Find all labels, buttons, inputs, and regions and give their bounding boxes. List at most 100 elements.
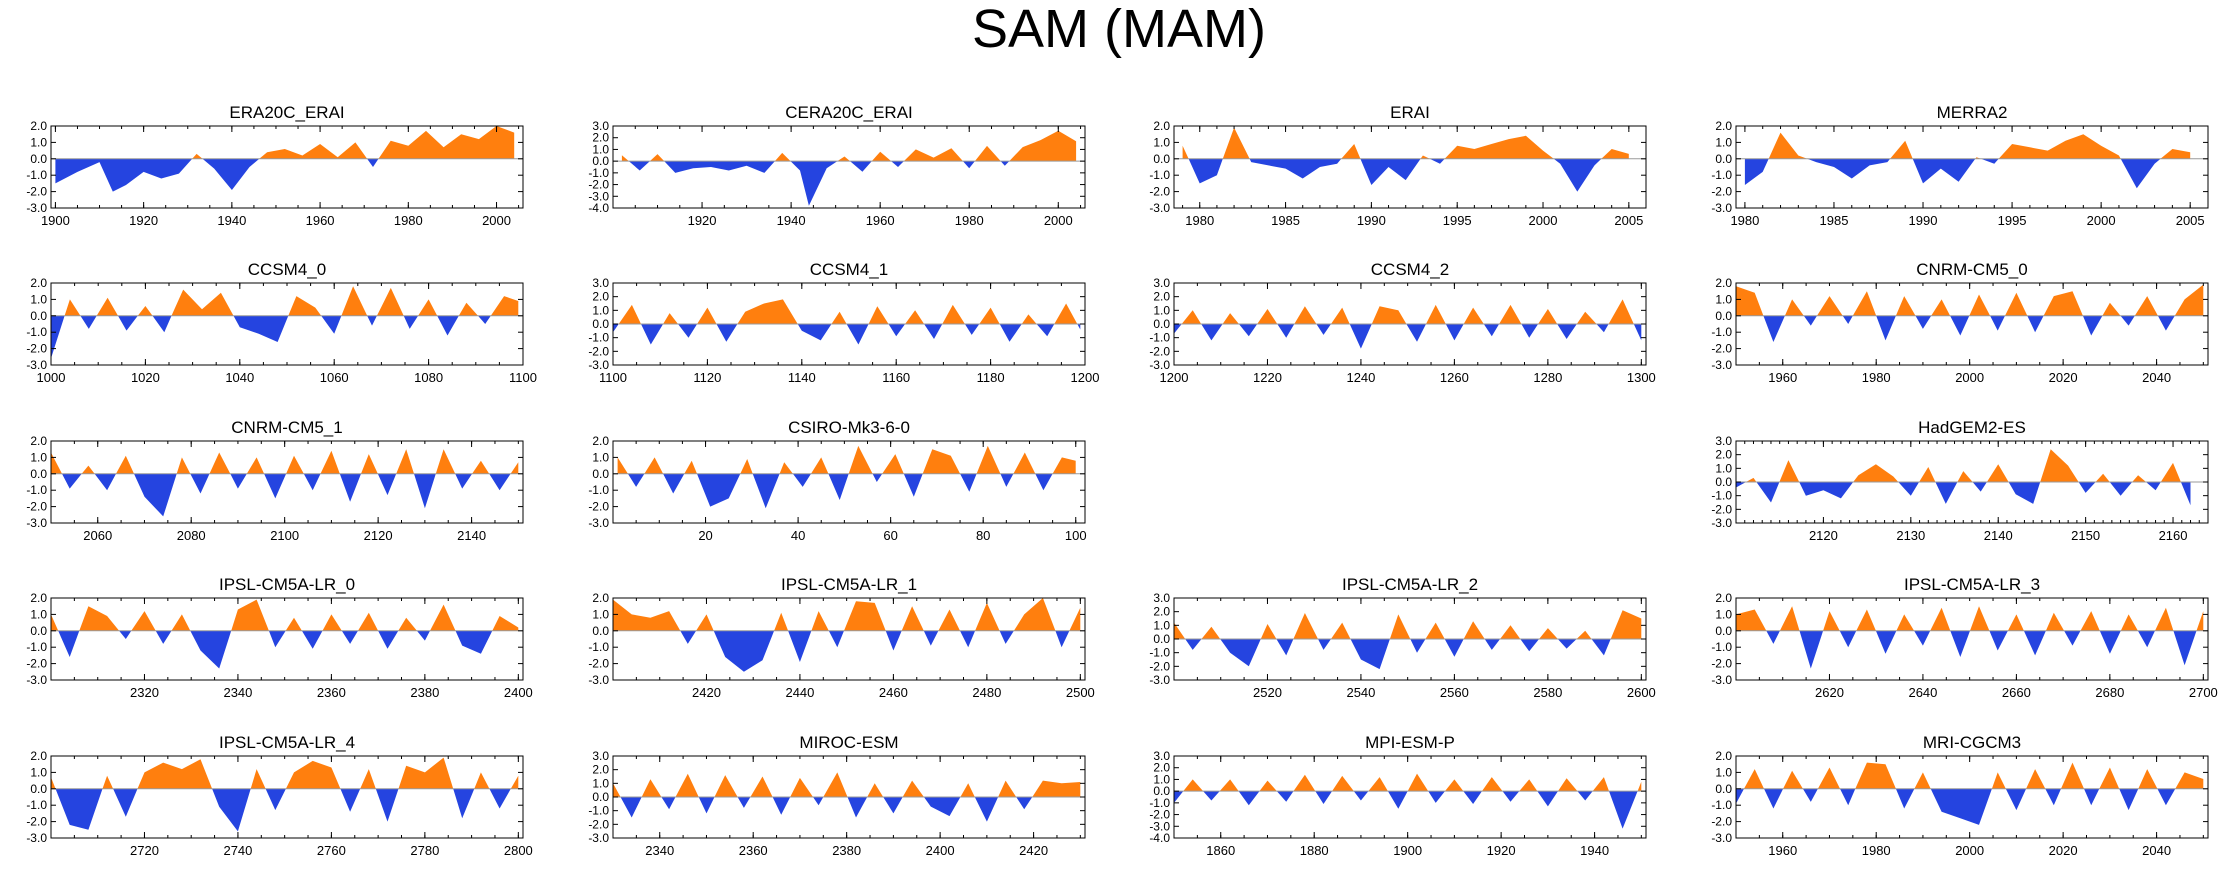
y-tick-label: 2.0: [592, 434, 609, 448]
x-tick-label: 2360: [739, 843, 768, 858]
x-tick-label: 20: [698, 528, 712, 543]
y-tick-label: -1.0: [1149, 796, 1170, 810]
y-tick-label: 2.0: [30, 434, 47, 448]
panel-title: MRI-CGCM3: [1923, 733, 2021, 752]
x-tick-label: 2160: [2159, 528, 2188, 543]
negative-area: [1182, 158, 1629, 192]
x-tick-label: 40: [791, 528, 805, 543]
y-tick-label: -3.0: [588, 358, 609, 372]
x-tick-label: 2800: [504, 843, 533, 858]
y-tick-label: 2.0: [1715, 448, 1732, 462]
chart-panel: CNRM-CM5_0 2.0 1.0 0.0 -1.0 -2.0 -3.0 1960 1980 2…: [1711, 260, 2209, 385]
x-tick-label: 2005: [1614, 213, 1643, 228]
y-tick-label: -2.0: [1149, 659, 1170, 673]
chart-panel: MIROC-ESM 3.02.01.00.0-1.0-2.0-3.0 2340 236…: [588, 733, 1086, 858]
x-tick-label: 2720: [130, 843, 159, 858]
x-tick-label: 2040: [2142, 843, 2171, 858]
y-tick-label: -3.0: [588, 516, 609, 530]
y-tick-label: -2.0: [26, 657, 47, 671]
panel-title: CNRM-CM5_1: [231, 418, 342, 437]
x-tick-label: 2000: [2087, 213, 2116, 228]
y-tick-label: -1.0: [588, 166, 609, 180]
y-tick-label: 0.0: [1715, 152, 1732, 166]
x-tick-label: 2420: [1019, 843, 1048, 858]
x-tick-label: 1160: [882, 370, 910, 385]
panel-title: MPI-ESM-P: [1365, 733, 1455, 752]
x-tick-label: 1920: [1487, 843, 1516, 858]
panel-title: CCSM4_1: [810, 260, 888, 279]
x-tick-label: 1080: [414, 370, 443, 385]
y-tick-label: -3.0: [1711, 358, 1732, 372]
x-tick-label: 2600: [1627, 685, 1656, 700]
negative-area: [1736, 315, 2204, 342]
y-tick-label: -2.0: [26, 342, 47, 356]
plot-frame: [50, 125, 524, 209]
y-tick-label: 1.0: [1715, 135, 1732, 149]
y-tick-label: -3.0: [1711, 673, 1732, 687]
x-tick-label: 1960: [866, 213, 895, 228]
x-tick-label: 1920: [688, 213, 717, 228]
x-tick-label: 2740: [223, 843, 252, 858]
x-tick-label: 1980: [1862, 843, 1891, 858]
x-tick-label: 2020: [2049, 370, 2078, 385]
y-tick-label: 1.0: [30, 607, 47, 621]
y-tick-label: -2.0: [1149, 344, 1170, 358]
y-tick-label: 1.0: [30, 765, 47, 779]
negative-area: [1736, 482, 2191, 506]
y-tick-label: -3.0: [588, 189, 609, 203]
y-tick-label: 1.0: [1715, 292, 1732, 306]
panel-title: IPSL-CM5A-LR_3: [1904, 575, 2040, 594]
y-tick-label: 0.0: [1153, 152, 1170, 166]
y-tick-label: 0.0: [1715, 475, 1732, 489]
x-tick-label: 1140: [788, 370, 816, 385]
x-tick-label: 2380: [410, 685, 439, 700]
x-tick-label: 2080: [177, 528, 206, 543]
y-tick-label: 0.0: [592, 317, 609, 331]
positive-area: [1736, 606, 2204, 631]
x-tick-label: 1040: [225, 370, 254, 385]
y-tick-label: 1.0: [592, 303, 609, 317]
x-tick-label: 2380: [832, 843, 861, 858]
y-tick-label: 3.0: [1153, 749, 1170, 763]
y-tick-label: 2.0: [30, 749, 47, 763]
panel-title: HadGEM2-ES: [1918, 418, 2026, 437]
y-tick-label: -2.0: [588, 657, 609, 671]
x-tick-label: 1995: [1443, 213, 1472, 228]
y-tick-label: 1.0: [1715, 607, 1732, 621]
y-tick-label: -1.0: [1149, 331, 1170, 345]
x-tick-label: 1200: [1071, 370, 1100, 385]
y-tick-label: -1.0: [26, 325, 47, 339]
y-tick-label: -2.0: [588, 500, 609, 514]
y-tick-label: 2.0: [1153, 761, 1170, 775]
y-tick-label: -3.0: [26, 358, 47, 372]
plot-frame: [1735, 282, 2209, 366]
negative-area: [1174, 639, 1642, 670]
y-tick-label: 0.0: [30, 624, 47, 638]
positive-area: [1744, 132, 2191, 159]
x-tick-label: 1980: [955, 213, 984, 228]
x-tick-label: 2000: [1955, 370, 1984, 385]
negative-area: [51, 630, 519, 669]
y-tick-label: 0.0: [1153, 784, 1170, 798]
positive-area: [55, 126, 515, 159]
x-tick-label: 1860: [1206, 843, 1235, 858]
plot-frame: [612, 440, 1086, 524]
panel-title: ERA20C_ERAI: [229, 103, 344, 122]
negative-area: [51, 788, 519, 832]
x-tick-label: 1300: [1627, 370, 1656, 385]
y-tick-label: -2.0: [26, 815, 47, 829]
y-tick-label: -2.0: [26, 500, 47, 514]
y-tick-label: -1.0: [26, 483, 47, 497]
plot-frame: [50, 440, 524, 524]
y-tick-label: -4.0: [1149, 831, 1170, 845]
x-tick-label: 2360: [317, 685, 346, 700]
x-tick-label: 2000: [1044, 213, 1073, 228]
plot-frame: [1173, 755, 1647, 839]
y-tick-label: 2.0: [1715, 119, 1732, 133]
y-tick-label: -1.0: [1711, 168, 1732, 182]
negative-area: [613, 797, 1081, 822]
y-tick-label: -3.0: [26, 673, 47, 687]
x-tick-label: 2560: [1440, 685, 1469, 700]
